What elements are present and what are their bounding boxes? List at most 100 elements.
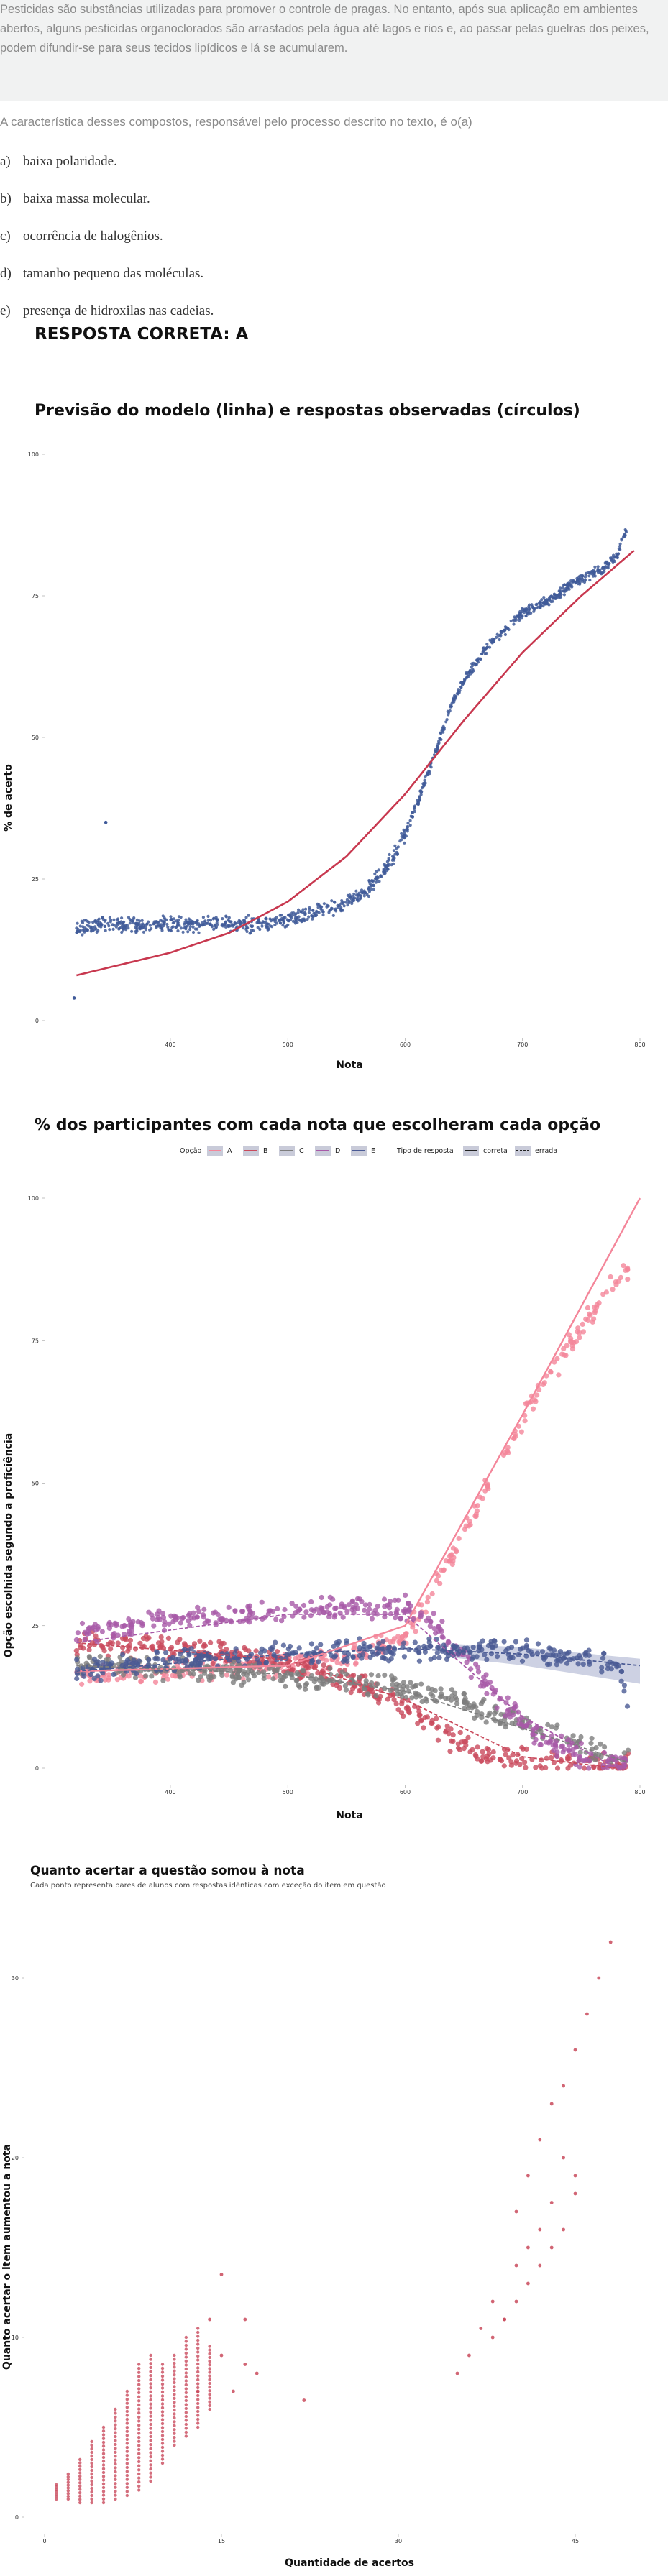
observed-point <box>349 897 353 901</box>
observed-point <box>355 893 359 897</box>
observed-point <box>81 933 84 937</box>
observed-point <box>116 923 119 926</box>
pair-point <box>114 2434 117 2439</box>
observed-point <box>171 921 175 925</box>
option-a-point <box>106 1672 111 1678</box>
observed-point <box>233 921 237 925</box>
pair-point <box>173 2428 176 2432</box>
option-a-point <box>518 1429 525 1435</box>
pair-point <box>101 2475 106 2478</box>
option-e-point <box>560 1655 567 1661</box>
pair-point <box>137 2472 141 2476</box>
option-e-point <box>575 1661 581 1667</box>
pair-point <box>101 2482 106 2485</box>
option-d-point <box>381 1596 388 1602</box>
pair-point <box>90 2454 93 2458</box>
option-c-point <box>198 1674 203 1680</box>
option-b-point <box>465 1734 471 1740</box>
option-d-point <box>382 1604 388 1609</box>
option-a-point <box>583 1316 589 1322</box>
option-e-point <box>367 1644 373 1650</box>
observed-point <box>273 923 277 927</box>
option-b-point <box>498 1758 505 1764</box>
option-d-point <box>392 1597 398 1603</box>
observed-point <box>557 593 560 597</box>
pair-point <box>125 2393 129 2397</box>
option-a-point <box>625 1276 631 1282</box>
option-e[interactable]: e) presença de hidroxilas nas cadeias. <box>0 303 214 341</box>
chart1-xlabel: Nota <box>336 1059 362 1071</box>
option-c-point <box>239 1683 244 1688</box>
option-c-point <box>549 1724 555 1730</box>
observed-point <box>148 924 152 927</box>
observed-point <box>385 864 389 868</box>
option-e-point <box>273 1639 278 1645</box>
option-d-point <box>519 1721 525 1727</box>
observed-point <box>78 924 82 928</box>
option-a-point <box>608 1274 613 1280</box>
option-c-point <box>296 1671 301 1678</box>
option-e-point <box>621 1683 628 1688</box>
option-b-point <box>480 1749 485 1754</box>
option-e-point <box>391 1645 397 1651</box>
observed-point <box>458 689 462 692</box>
option-e-point <box>556 1652 562 1658</box>
pair-point <box>90 2493 93 2498</box>
pair-point <box>137 2419 141 2423</box>
observed-point <box>408 819 412 822</box>
observed-point <box>521 607 524 610</box>
pair-point <box>55 2493 58 2496</box>
option-a-point <box>534 1392 540 1398</box>
observed-point <box>524 609 528 613</box>
option-d-point <box>468 1675 474 1680</box>
observed-point <box>395 852 400 856</box>
option-e-point <box>477 1644 482 1650</box>
option-d-point <box>270 1609 276 1614</box>
option-d-point <box>275 1606 280 1611</box>
option-d-point <box>530 1731 536 1737</box>
option-d[interactable]: d) tamanho pequeno das moléculas. <box>0 266 214 303</box>
observed-point <box>124 928 128 932</box>
option-a-point <box>621 1263 626 1269</box>
option-letter: d) <box>0 266 12 281</box>
option-e-point <box>259 1646 265 1652</box>
option-e-point <box>401 1654 408 1660</box>
option-c-point <box>626 1747 631 1753</box>
pair-point <box>160 2457 165 2461</box>
option-a[interactable]: a) baixa polaridade. <box>0 154 214 191</box>
pair-point <box>160 2450 165 2453</box>
observed-point <box>317 911 321 914</box>
option-b-point <box>424 1714 431 1720</box>
y-tick-label: 0 <box>35 1765 39 1772</box>
observed-point <box>445 718 449 722</box>
pair-point <box>149 2394 152 2398</box>
option-a-point <box>298 1652 303 1659</box>
pair-point <box>490 2335 495 2340</box>
legend-option-label: C <box>299 1147 304 1155</box>
pair-point <box>196 2425 200 2429</box>
observed-point <box>147 920 150 924</box>
pair-point <box>137 2378 141 2383</box>
option-d-point <box>122 1622 127 1629</box>
option-e-point <box>519 1658 526 1664</box>
observed-point <box>212 927 216 931</box>
observed-point <box>503 628 507 632</box>
pair-point <box>196 2378 200 2382</box>
option-c[interactable]: c) ocorrência de halogênios. <box>0 229 214 266</box>
observed-point <box>609 558 613 561</box>
observed-point <box>144 928 147 932</box>
option-c-point <box>486 1712 492 1718</box>
option-c-point <box>132 1675 139 1680</box>
observed-point <box>615 552 618 556</box>
option-e-point <box>134 1670 139 1677</box>
option-b[interactable]: b) baixa massa molecular. <box>0 191 214 229</box>
option-d-point <box>494 1705 500 1711</box>
option-e-point <box>624 1703 631 1709</box>
pair-point <box>114 2474 117 2478</box>
option-d-point <box>244 1618 250 1624</box>
option-d-point <box>180 1616 186 1622</box>
pair-point <box>101 2501 106 2505</box>
option-d-point <box>398 1616 403 1622</box>
observed-point <box>481 647 485 650</box>
pair-point <box>101 2429 106 2433</box>
